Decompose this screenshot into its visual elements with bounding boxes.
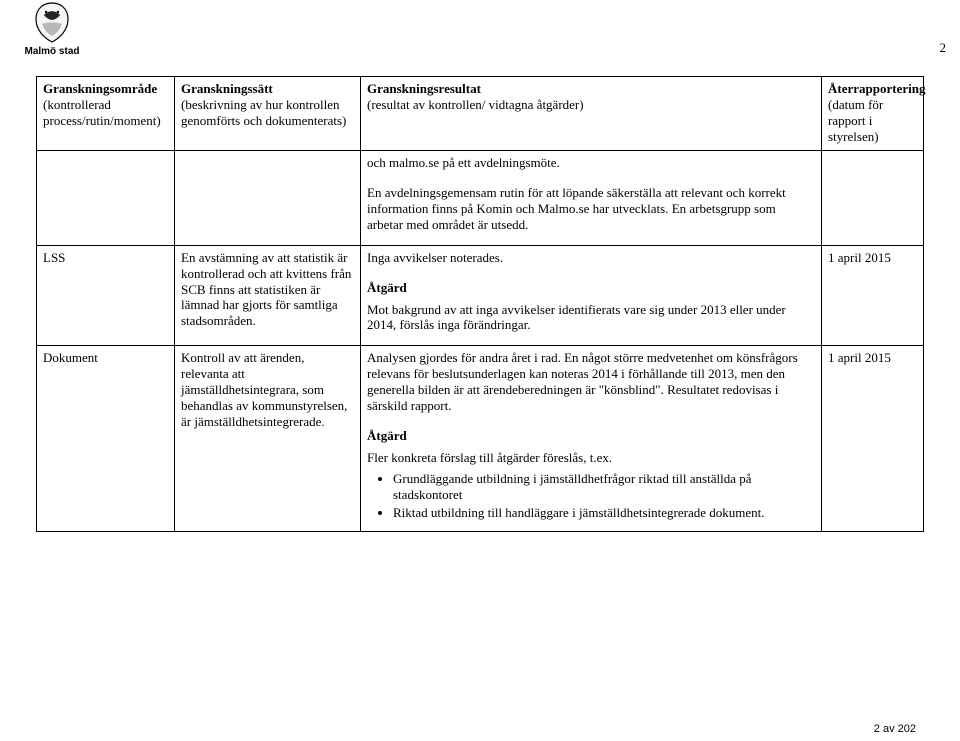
cont-result-p2: En avdelningsgemensam rutin för att löpa… [367,185,815,233]
audit-table: Granskningsområde (kontrollerad process/… [36,76,924,532]
doc-atg-label: Åtgärd [367,428,815,444]
table-header-row: Granskningsområde (kontrollerad process/… [37,77,924,151]
cell-result-doc: Analysen gjordes för andra året i rad. E… [361,346,822,532]
page-container: Malmö stad 2 Granskningsområde (kontroll… [0,0,960,741]
header-report-sub: (datum för rapport i styrelsen) [828,97,883,144]
cont-result-p1: och malmo.se på ett avdelningsmöte. [367,155,815,171]
cell-area-cont [37,151,175,245]
list-item: Riktad utbildning till handläggare i jäm… [393,505,815,521]
table-row-lss: LSS En avstämning av att statistik är ko… [37,245,924,345]
header-method-bold: Granskningssätt [181,81,273,96]
table-row-dokument: Dokument Kontroll av att ärenden, releva… [37,346,924,532]
header-area-sub: (kontrollerad process/rutin/moment) [43,97,161,128]
table-row-continuation: och malmo.se på ett avdelningsmöte. En a… [37,151,924,245]
cell-method-doc: Kontroll av att ärenden, relevanta att j… [175,346,361,532]
lss-result-p2: Mot bakgrund av att inga avvikelser iden… [367,302,815,334]
cell-area-doc: Dokument [37,346,175,532]
cell-result-lss: Inga avvikelser noterades. Åtgärd Mot ba… [361,245,822,345]
header-report: Återrapportering (datum för rapport i st… [822,77,924,151]
cell-report-cont [822,151,924,245]
header-method: Granskningssätt (beskrivning av hur kont… [175,77,361,151]
page-number-top: 2 [940,40,947,56]
cell-report-lss: 1 april 2015 [822,245,924,345]
cell-area-lss: LSS [37,245,175,345]
lss-result-p1: Inga avvikelser noterades. [367,250,815,266]
page-number-bottom: 2 av 202 [874,723,916,735]
header-report-bold: Återrapportering [828,81,925,96]
doc-result-p1: Analysen gjordes för andra året i rad. E… [367,350,815,413]
list-item: Grundläggande utbildning i jämställdhetf… [393,471,815,503]
header-result-bold: Granskningsresultat [367,81,481,96]
logo-text: Malmö stad [24,46,80,57]
lss-atg-label: Åtgärd [367,280,815,296]
header-result: Granskningsresultat (resultat av kontrol… [361,77,822,151]
doc-bullet-list: Grundläggande utbildning i jämställdhetf… [367,471,815,521]
cell-report-doc: 1 april 2015 [822,346,924,532]
logo-crest [30,0,74,44]
logo: Malmö stad [24,0,80,57]
header-area-bold: Granskningsområde [43,81,157,96]
cell-result-cont: och malmo.se på ett avdelningsmöte. En a… [361,151,822,245]
doc-atg-intro: Fler konkreta förslag till åtgärder före… [367,450,815,466]
header-method-sub: (beskrivning av hur kontrollen genomfört… [181,97,346,128]
cell-method-lss: En avstämning av att statistik är kontro… [175,245,361,345]
cell-method-cont [175,151,361,245]
header-area: Granskningsområde (kontrollerad process/… [37,77,175,151]
header-result-sub: (resultat av kontrollen/ vidtagna åtgärd… [367,97,584,112]
